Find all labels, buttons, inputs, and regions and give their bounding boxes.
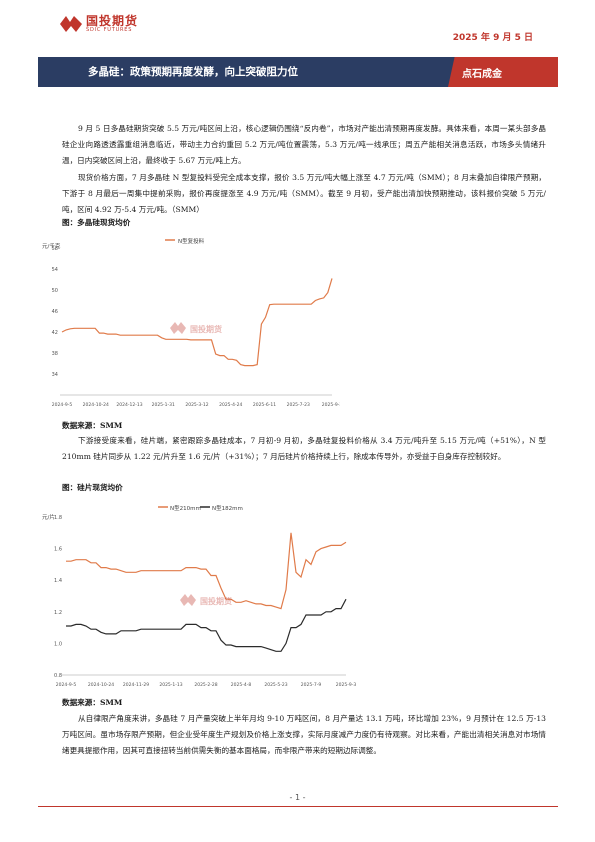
figure-2-caption: 图：硅片现货均价: [62, 483, 123, 492]
chart2-xtick-label: 2025-5-23: [264, 682, 287, 688]
chart2-xtick-label: 2025-4-8: [231, 682, 252, 688]
chart1-ylabel: 元/千克: [42, 242, 61, 250]
chart1-ytick-label: 34: [52, 372, 58, 378]
chart2-ytick-label: 1.4: [54, 578, 62, 584]
chart2-ytick-label: 1.8: [54, 515, 62, 521]
chart2-xtick-label: 2025-7-9: [301, 682, 322, 688]
chart1-ytick-label: 54: [52, 267, 58, 273]
wafer-price-chart: N型210mm N型182mm 元/片 0.8 1.0 1.2 1.4 1.6 1.8 2…: [42, 504, 357, 688]
logo-sub: SDIC FUTURES: [86, 27, 133, 33]
chart1-ytick-label: 58: [52, 246, 58, 252]
chart2-ytick-label: 1.6: [54, 547, 62, 553]
chart1-xtick-label: 2025-1-31: [152, 402, 175, 408]
report-date: 2025 年 9 月 5 日: [452, 33, 533, 43]
chart1-xtick-label: 2025-9-3: [322, 402, 340, 408]
chart2-legend-label-1: N型210mm: [170, 504, 201, 512]
banner-tag-bg: [448, 57, 558, 87]
chart2-series-182-line: [66, 598, 347, 652]
chart2-ytick-label: 1.0: [54, 641, 62, 647]
chart2-watermark-text: 国投期货: [200, 596, 232, 606]
page-number: - 1 -: [289, 793, 306, 802]
company-logo: 国投期货 SDIC FUTURES: [60, 12, 180, 38]
figure-2-source: 数据来源：SMM: [62, 698, 123, 707]
chart1-xtick-label: 2024-10-24: [83, 402, 109, 408]
chart1-ytick-label: 50: [52, 288, 58, 294]
chart2-ylabel: 元/片: [42, 513, 55, 521]
chart1-ytick-label: 42: [52, 330, 58, 336]
paragraph-2: 现货价格方面，7 月多晶硅 N 型复投料受完全成本支撑，报价 3.5 万元/吨大…: [62, 173, 546, 214]
chart1-xtick-label: 2025-6-11: [253, 402, 276, 408]
chart1-legend: N型复投料: [165, 237, 205, 245]
chart1-series-line: [61, 278, 333, 367]
figure-1-source: 数据来源：SMM: [62, 421, 123, 430]
chart1-xtick-label: 2025-4-24: [219, 402, 242, 408]
chart2-xtick-label: 2025-2-28: [194, 682, 217, 688]
chart2-watermark: 国投期货: [180, 594, 232, 606]
banner-tag: 点石成金: [462, 69, 502, 80]
chart2-series-210-line: [66, 532, 347, 610]
chart2-xtick-label: 2025-9-3: [336, 682, 357, 688]
logo-mark-icon: [60, 16, 82, 32]
logo-name: 国投期货: [86, 14, 139, 28]
chart1-ytick-label: 38: [52, 351, 58, 357]
chart1-xtick-label: 2025-7-23: [287, 402, 310, 408]
paragraph-4: 从自律限产角度来讲，多晶硅 7 月产量突破上半年月均 9-10 万吨区间，8 月…: [62, 714, 546, 755]
polysilicon-price-chart: N型复投料 元/千克 34 38 42 46 50 54 58 2024-9-5 2024-1…: [42, 237, 340, 408]
chart1-xtick-label: 2024-9-5: [52, 402, 73, 408]
report-title: 多晶硅：政策预期再度发酵，向上突破阻力位: [88, 66, 298, 78]
chart1-ytick-label: 46: [52, 309, 58, 315]
chart1-legend-label: N型复投料: [178, 237, 205, 245]
chart2-xtick-label: 2024-11-29: [123, 682, 149, 688]
chart1-xtick-label: 2025-3-12: [185, 402, 208, 408]
paragraph-3: 下游接受度来看，硅片端，紧密跟踪多晶硅成本，7 月初-9 月初，多晶硅复投料价格…: [62, 436, 546, 461]
footer-rule: [38, 806, 558, 807]
chart2-xtick-label: 2025-1-13: [159, 682, 182, 688]
chart2-xtick-label: 2024-10-24: [88, 682, 114, 688]
chart1-watermark-text: 国投期货: [190, 324, 222, 334]
chart1-xtick-label: 2024-12-13: [116, 402, 142, 408]
chart1-watermark: 国投期货: [170, 322, 222, 334]
paragraph-1: 9 月 5 日多晶硅期货突破 5.5 万元/吨区间上沿，核心逻辑仍围绕“反内卷”…: [62, 124, 546, 165]
figure-1-caption: 图：多晶硅现货均价: [62, 218, 131, 227]
chart2-legend-label-2: N型182mm: [212, 504, 243, 512]
chart2-xtick-label: 2024-9-5: [56, 682, 77, 688]
chart2-legend: N型210mm N型182mm: [158, 504, 243, 512]
chart2-ytick-label: 1.2: [54, 610, 62, 616]
chart2-ytick-label: 0.8: [54, 673, 62, 679]
